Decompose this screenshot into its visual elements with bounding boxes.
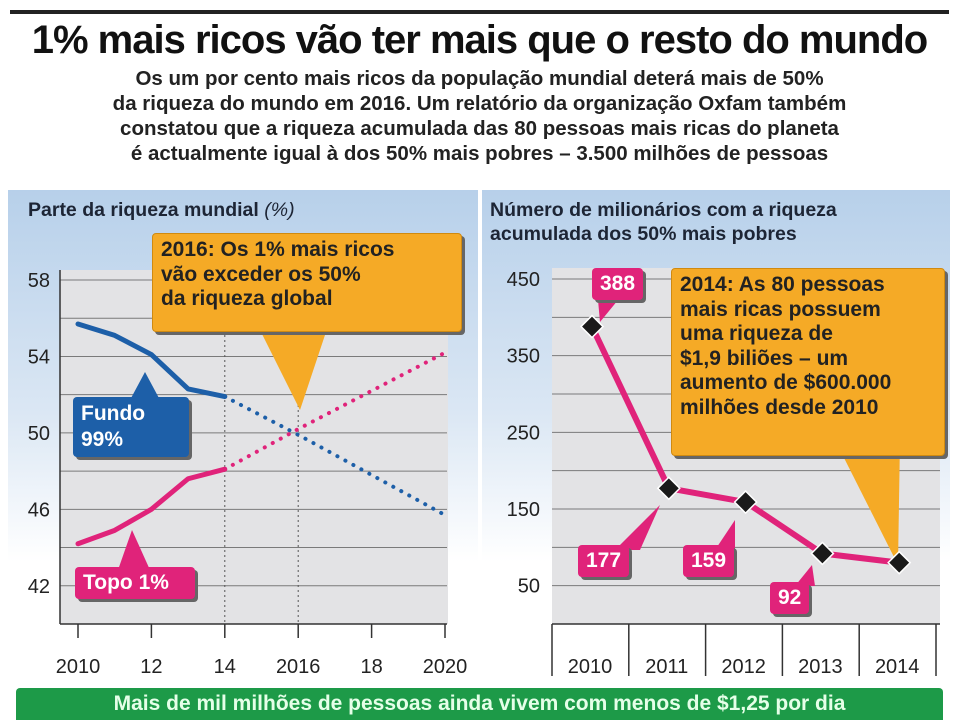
page-title: 1% mais ricos vão ter mais que o resto d… <box>31 18 928 62</box>
annotation-line: uma riqueza de <box>680 322 833 345</box>
y-tick-label: 42 <box>28 576 50 598</box>
x-tick-label: 14 <box>214 656 236 678</box>
subtitle-line: é actualmente igual à dos 50% mais pobre… <box>130 142 829 165</box>
left-title-text: Parte da riqueza mundial <box>28 199 259 221</box>
x-tick-label: 2011 <box>645 656 688 678</box>
y-tick-label: 50 <box>28 423 50 445</box>
fundo-legend-label: Fundo 99% <box>73 397 189 457</box>
annotation-line: 2016: Os 1% mais ricos <box>161 238 395 261</box>
right-title-line: Número de milionários com a riqueza <box>490 199 837 221</box>
data-point-marker <box>579 314 605 339</box>
annotation-line: $1,9 biliões – um <box>680 346 849 370</box>
subtitle-line: constatou que a riqueza acumulada das 80… <box>120 117 839 140</box>
y-tick-label: 350 <box>507 346 540 368</box>
y-tick-label: 150 <box>507 499 540 521</box>
annotation-tail <box>835 440 900 565</box>
bottom-banner: Mais de mil milhões de pessoas ainda viv… <box>16 688 943 720</box>
y-tick-label: 450 <box>507 269 540 291</box>
data-label-tail <box>715 520 735 550</box>
x-tick-label: 2014 <box>875 656 920 678</box>
topo-legend-label: Topo 1% <box>75 567 195 599</box>
series-line <box>75 466 228 547</box>
data-label-2012: 159 <box>683 545 735 577</box>
data-label-2010: 388 <box>592 268 644 300</box>
left-chart-title: Parte da riqueza mundial (%) <box>28 198 295 222</box>
annotation-line: mais ricas possuem <box>680 297 881 321</box>
x-tick-label: 2013 <box>798 656 843 678</box>
top-rule <box>10 10 949 14</box>
data-label-tail <box>598 300 618 322</box>
annotation-line: 2014: As 80 pessoas <box>680 273 885 296</box>
data-point-marker <box>733 490 758 515</box>
left-annotation: 2016: Os 1% mais ricos vão exceder os 50… <box>152 233 462 332</box>
annotation-line: vão exceder os 50% <box>161 262 361 286</box>
right-chart-title: Número de milionários com a riqueza acum… <box>490 198 837 246</box>
series-line <box>75 321 228 400</box>
right-title-line: acumulada dos 50% mais pobres <box>490 223 797 245</box>
data-label-tail <box>795 565 815 586</box>
left-title-unit: (%) <box>264 199 295 221</box>
annotation-line: aumento de $600.000 <box>680 371 892 394</box>
x-tick-label: 2020 <box>423 656 468 678</box>
topo-label-tail <box>118 530 150 570</box>
data-point-marker <box>656 476 681 501</box>
annotation-line: milhões desde 2010 <box>680 395 879 419</box>
right-annotation: 2014: As 80 pessoas mais ricas possuem u… <box>671 268 945 456</box>
projection-line <box>222 350 447 472</box>
data-label-tail <box>615 505 660 550</box>
annotation-line: da riqueza global <box>161 287 333 310</box>
projection-line <box>222 394 447 518</box>
y-tick-label: 58 <box>28 270 50 292</box>
y-tick-label: 250 <box>507 422 540 444</box>
x-tick-label: 2016 <box>276 656 321 678</box>
data-point-marker <box>810 541 835 566</box>
x-tick-label: 2010 <box>568 656 613 678</box>
y-tick-label: 54 <box>28 346 50 368</box>
legend-line: Fundo <box>81 402 146 425</box>
data-point-marker <box>887 550 912 575</box>
x-tick-label: 2012 <box>721 656 766 678</box>
data-label-2013: 92 <box>770 582 810 614</box>
y-tick-label: 50 <box>518 576 540 598</box>
x-tick-label: 2010 <box>56 656 101 678</box>
x-tick-label: 18 <box>360 656 382 678</box>
x-tick-label: 12 <box>140 656 162 678</box>
fundo-label-tail <box>130 372 160 400</box>
annotation-tail <box>255 320 330 410</box>
subtitle: Os um por cento mais ricos da população … <box>0 66 959 166</box>
subtitle-line: da riqueza do mundo em 2016. Um relatóri… <box>112 92 847 115</box>
data-label-2011: 177 <box>578 545 630 577</box>
legend-line: 99% <box>81 428 124 451</box>
subtitle-line: Os um por cento mais ricos da população … <box>135 67 824 90</box>
y-tick-label: 46 <box>28 499 50 521</box>
